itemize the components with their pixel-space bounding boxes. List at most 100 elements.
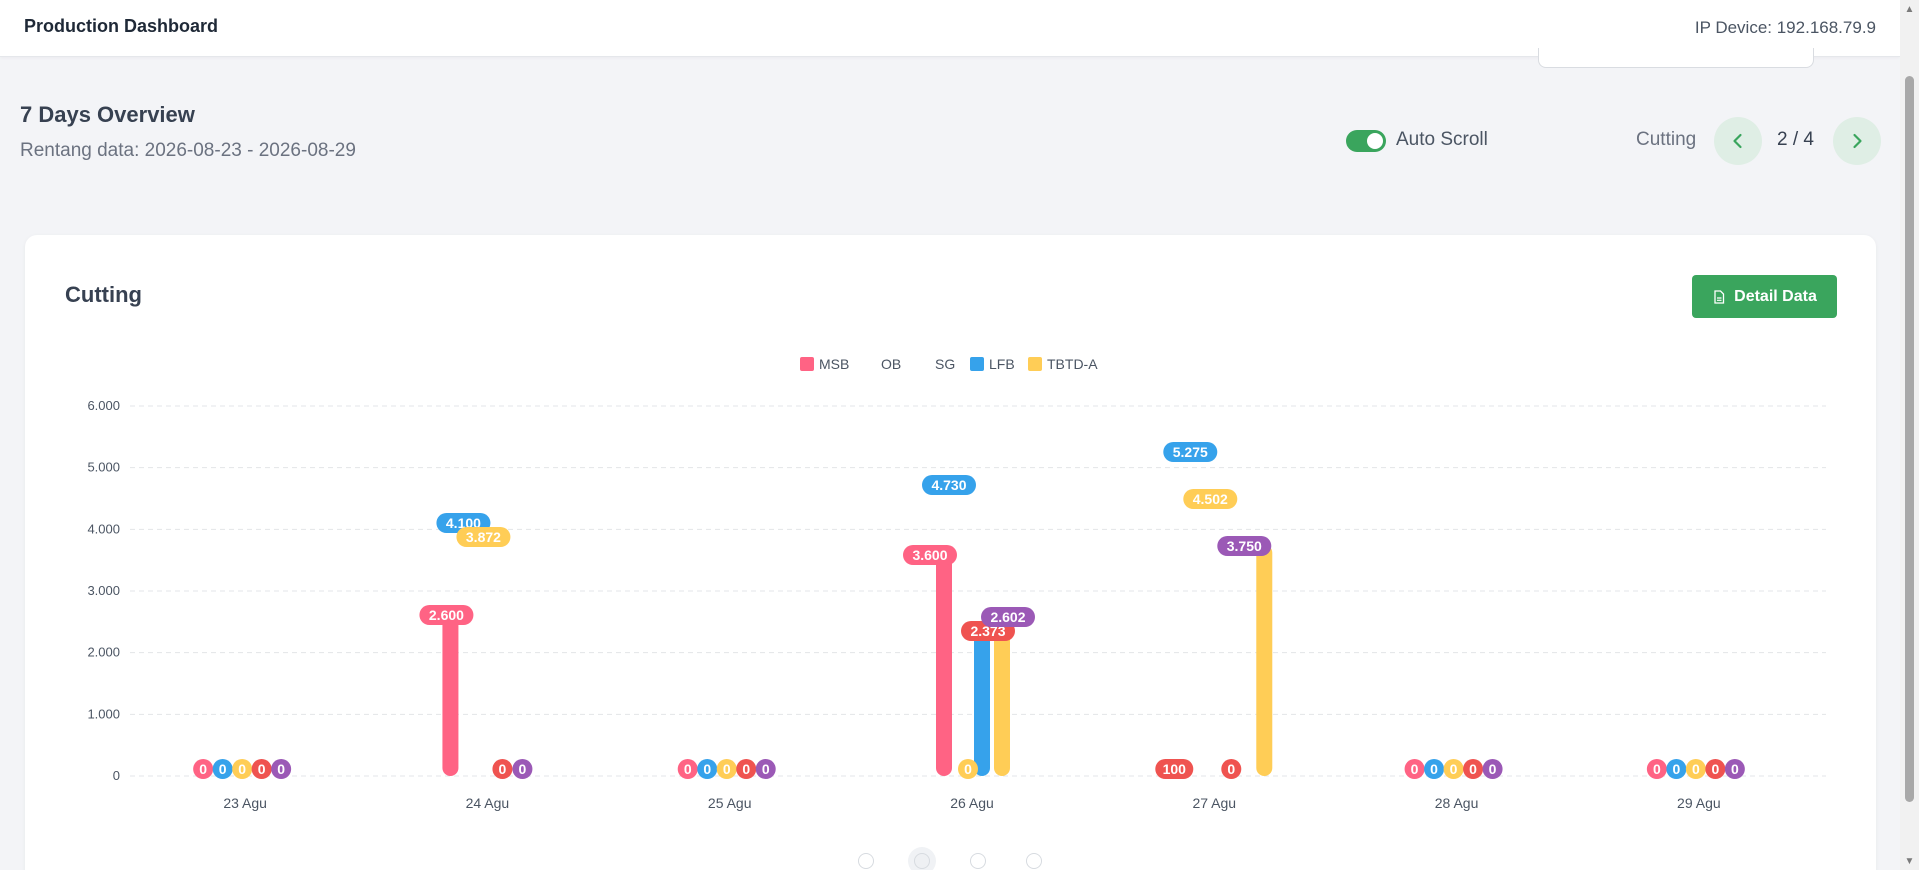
data-label-pill <box>736 759 757 779</box>
y-tick-label: 5.000 <box>87 460 120 475</box>
data-label-pill <box>1666 759 1687 779</box>
chevron-right-icon <box>1853 133 1862 149</box>
pager-section-label: Cutting <box>1636 129 1697 150</box>
x-tick-label: 29 Agu <box>1677 795 1721 811</box>
data-label-pill <box>1705 759 1726 779</box>
search-input[interactable] <box>1538 48 1814 68</box>
carousel-dots <box>858 853 1042 869</box>
data-label: 3.600 <box>912 547 947 563</box>
legend-swatch <box>800 357 814 371</box>
data-label-pill <box>1724 759 1745 779</box>
data-label: 0 <box>1430 761 1438 777</box>
data-label: 0 <box>1653 761 1661 777</box>
data-label-pill <box>1183 489 1238 509</box>
y-tick-label: 4.000 <box>87 521 120 536</box>
data-label-pill <box>1221 759 1242 779</box>
data-label: 0 <box>1692 761 1700 777</box>
data-label: 2.600 <box>429 607 464 623</box>
data-label: 0 <box>1731 761 1739 777</box>
data-label-pill <box>1424 759 1445 779</box>
data-label: 0 <box>238 761 246 777</box>
scrollbar-thumb[interactable] <box>1905 76 1914 802</box>
legend-swatch <box>970 357 984 371</box>
data-label: 5.275 <box>1173 444 1208 460</box>
legend-label: LFB <box>989 356 1015 372</box>
data-label: 0 <box>258 761 266 777</box>
data-label: 0 <box>684 761 692 777</box>
bar <box>1256 544 1273 776</box>
document-icon <box>1714 289 1725 304</box>
data-label: 100 <box>1163 761 1187 777</box>
x-tick-label: 26 Agu <box>950 795 994 811</box>
detail-data-button[interactable]: Detail Data <box>1692 275 1837 318</box>
data-label-pill <box>755 759 776 779</box>
data-label-pill <box>903 545 957 565</box>
x-tick-label: 23 Agu <box>223 795 267 811</box>
previous-page-button[interactable] <box>1714 117 1762 165</box>
legend-label: TBTD-A <box>1047 356 1098 372</box>
carousel-dot[interactable] <box>858 853 874 869</box>
y-tick-label: 2.000 <box>87 645 120 660</box>
data-label: 0 <box>1227 761 1235 777</box>
carousel-dot[interactable] <box>1026 853 1042 869</box>
data-label: 0 <box>1411 761 1419 777</box>
data-label-pill <box>1685 759 1706 779</box>
data-label: 3.872 <box>466 529 501 545</box>
data-label-pill <box>716 759 737 779</box>
bar <box>994 615 1010 776</box>
data-label-pill <box>981 607 1035 627</box>
data-label-pill <box>677 759 698 779</box>
data-label-pill <box>958 759 978 779</box>
data-label: 0 <box>519 761 527 777</box>
legend-label: SG <box>935 356 955 372</box>
data-label: 0 <box>964 761 972 777</box>
data-label-pill <box>1155 759 1194 779</box>
data-label-pill <box>271 759 292 779</box>
data-label-pill <box>1404 759 1425 779</box>
auto-scroll-toggle[interactable] <box>1346 130 1386 152</box>
auto-scroll-label: Auto Scroll <box>1396 129 1488 150</box>
bar <box>936 554 952 776</box>
data-label: 0 <box>742 761 750 777</box>
data-label-pill <box>1482 759 1503 779</box>
data-label-pill <box>1217 536 1272 556</box>
carousel-dot[interactable] <box>970 853 986 869</box>
x-tick-label: 24 Agu <box>466 795 510 811</box>
data-label: 0 <box>199 761 207 777</box>
data-label: 0 <box>762 761 770 777</box>
legend-label: MSB <box>819 356 849 372</box>
data-label-pill <box>456 527 511 547</box>
data-label: 3.750 <box>1227 538 1262 554</box>
data-label-pill <box>697 759 718 779</box>
y-tick-label: 0 <box>113 768 120 783</box>
data-label: 0 <box>1711 761 1719 777</box>
data-label-pill <box>1646 759 1667 779</box>
card-title: Cutting <box>65 282 142 307</box>
data-label-pill <box>251 759 272 779</box>
scroll-down-arrow-icon[interactable]: ▼ <box>1904 855 1915 867</box>
data-label-pill <box>492 759 513 779</box>
chevron-left-icon <box>1733 133 1742 149</box>
y-tick-label: 1.000 <box>87 706 120 721</box>
data-label: 0 <box>1672 761 1680 777</box>
data-label-pill <box>193 759 214 779</box>
vertical-scrollbar[interactable]: ▲ ▼ <box>1900 0 1919 870</box>
data-label: 4.502 <box>1193 491 1228 507</box>
ip-device-label: IP Device: 192.168.79.9 <box>1694 18 1876 37</box>
bar <box>442 615 459 776</box>
detail-data-label: Detail Data <box>1734 287 1817 305</box>
data-label: 0 <box>1450 761 1458 777</box>
data-label-pill <box>212 759 233 779</box>
data-label-pill <box>232 759 253 779</box>
next-page-button[interactable] <box>1833 117 1881 165</box>
data-label: 0 <box>1469 761 1477 777</box>
bar <box>974 629 990 776</box>
x-tick-label: 27 Agu <box>1192 795 1236 811</box>
data-label-pill <box>922 475 976 495</box>
data-label-pill <box>1163 442 1218 462</box>
legend-swatch <box>1028 357 1042 371</box>
data-label-pill <box>1443 759 1464 779</box>
scroll-up-arrow-icon[interactable]: ▲ <box>1904 3 1915 15</box>
carousel-dot-active[interactable] <box>914 853 930 869</box>
